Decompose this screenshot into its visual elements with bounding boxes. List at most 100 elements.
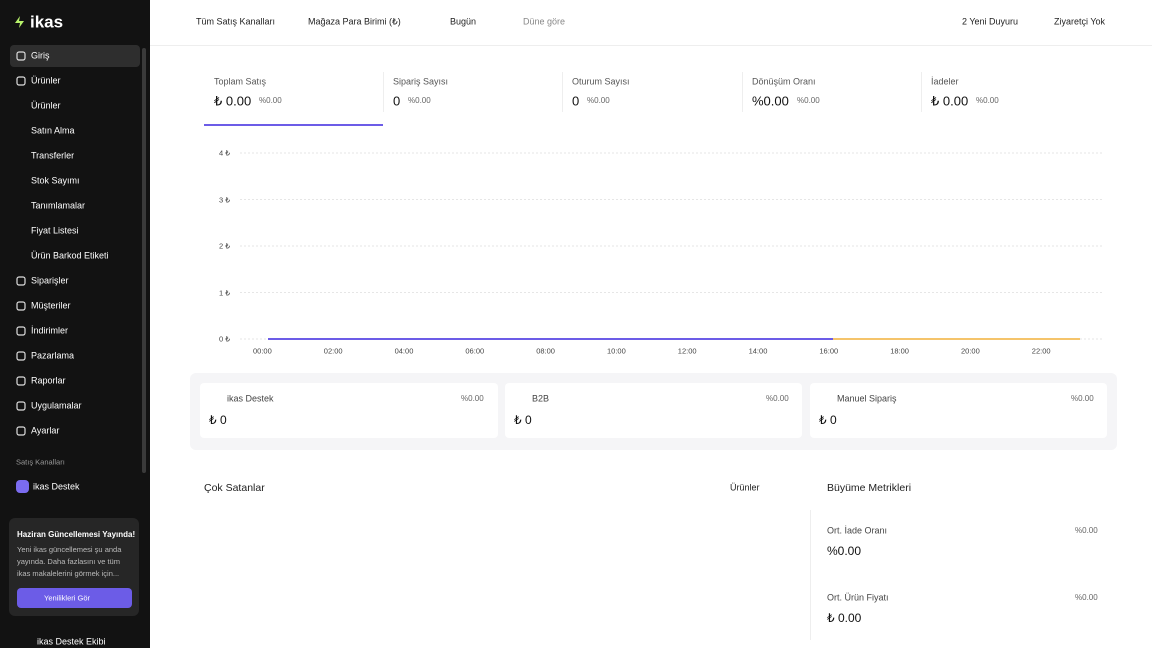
channel-value: ₺ 0 [819,413,837,427]
metric-change: %0.00 [976,96,999,105]
metric-label[interactable]: Dönüşüm Oranı [752,76,816,87]
nav-item[interactable]: Ürünler [31,75,61,86]
nav-icon [16,76,26,86]
y-axis-label: 1 ₺ [218,287,230,297]
growth-change: %0.00 [1075,593,1098,602]
y-axis-label: 0 ₺ [218,334,230,344]
metric-change: %0.00 [587,96,610,105]
growth-value: %0.00 [827,544,862,558]
metric-label[interactable]: Toplam Satış [214,76,267,87]
channel-card [505,383,802,438]
filter-dropdown[interactable]: Tüm Satış Kanalları [196,16,276,27]
x-axis-label: 22:00 [1031,346,1051,356]
metric-separator [383,72,384,112]
nav-item[interactable]: Raporlar [31,375,66,386]
channel-icon [16,480,29,493]
metric-change: %0.00 [797,96,820,105]
section-title: Çok Satanlar [204,481,265,494]
nav-icon [16,376,26,386]
channel-name: Manuel Sipariş [837,393,897,404]
nav-icon [16,51,26,61]
x-axis-label: 12:00 [677,346,697,356]
x-axis-label: 20:00 [961,346,980,356]
y-axis-label: 4 ₺ [218,148,230,158]
section-divider [810,510,811,640]
channel-card [200,383,498,438]
nav-item[interactable]: Giriş [31,50,50,61]
nav-subitem[interactable]: Transferler [31,150,75,161]
metric-value: 0 [572,93,580,109]
logo-icon [15,16,24,28]
y-axis-label: 3 ₺ [218,194,230,204]
metric-label[interactable]: İadeler [931,76,959,87]
metric-active-underline [204,124,383,126]
growth-label: Ort. Ürün Fiyatı [827,592,889,603]
nav-item[interactable]: Siparişler [31,275,69,286]
channel-value: ₺ 0 [514,413,532,427]
x-axis-label: 16:00 [819,346,839,356]
metric-label[interactable]: Oturum Sayısı [572,76,630,87]
metric-separator [921,72,922,112]
channel-card [810,383,1107,438]
x-axis-label: 04:00 [394,346,414,356]
brand: ikas [30,12,64,32]
channel-name: ikas Destek [227,393,274,404]
update-title: Haziran Güncellemesi Yayında! [17,530,136,539]
topbar-border [150,45,1152,46]
filter-dropdown[interactable]: Bugün [450,16,477,27]
nav-icon [16,326,26,336]
metric-label[interactable]: Sipariş Sayısı [393,76,449,87]
metric-value: ₺ 0.00 [931,93,969,109]
x-axis-label: 08:00 [536,346,555,356]
nav-item[interactable]: Uygulamalar [31,400,82,411]
nav-subitem[interactable]: Stok Sayımı [31,175,80,186]
nav-subitem[interactable]: Ürün Barkod Etiketi [31,250,109,261]
nav-item[interactable]: Ayarlar [31,425,60,436]
metric-separator [562,72,563,112]
compare-toggle[interactable]: Düne göre [523,16,566,27]
channel-change: %0.00 [766,394,789,403]
metric-change: %0.00 [408,96,431,105]
growth-value: ₺ 0.00 [827,611,862,625]
nav-icon [16,301,26,311]
section-title: Satış Kanalları [16,457,65,467]
nav-icon [16,351,26,361]
nav-subitem[interactable]: Fiyat Listesi [31,225,79,236]
nav-subitem[interactable]: Satın Alma [31,125,75,136]
growth-label: Ort. İade Oranı [827,525,888,536]
channel-value: ₺ 0 [209,413,227,427]
nav-subitem[interactable]: Tanımlamalar [31,200,86,211]
update-text: Yeni ikas güncellemesi şu anda yayında. … [17,545,122,578]
section-title: Büyüme Metrikleri [827,481,912,494]
metric-value: ₺ 0.00 [214,93,252,109]
x-axis-label: 18:00 [890,346,909,356]
nav-icon [16,426,26,436]
nav-icon [16,401,26,411]
filter-dropdown[interactable]: Mağaza Para Birimi (₺) [308,16,401,27]
nav-item[interactable]: Pazarlama [31,350,75,361]
nav-subitem[interactable]: Ürünler [31,100,61,111]
x-axis-label: 00:00 [253,346,272,356]
bestsellers-filter[interactable]: Ürünler [730,482,760,493]
active-nav[interactable] [10,45,140,67]
x-axis-label: 14:00 [748,346,768,356]
user-name: ikas Destek Ekibi [37,636,106,647]
x-axis-label: 10:00 [607,346,626,356]
nav-icon [16,276,26,286]
channel-link[interactable]: ikas Destek [33,481,80,492]
update-button-label[interactable]: Yenilikleri Gör [44,593,90,603]
x-axis-label: 02:00 [323,346,343,356]
visitor-status: Ziyaretçi Yok [1054,16,1106,27]
nav-item[interactable]: Müşteriler [31,300,71,311]
nav-item[interactable]: İndirimler [31,325,69,336]
metric-change: %0.00 [259,96,282,105]
x-axis-label: 06:00 [465,346,485,356]
scrollbar [142,48,146,473]
metric-separator [742,72,743,112]
announcements[interactable]: 2 Yeni Duyuru [962,16,1019,27]
channel-change: %0.00 [461,394,484,403]
update-button[interactable] [17,588,132,608]
y-axis-label: 2 ₺ [218,241,230,251]
